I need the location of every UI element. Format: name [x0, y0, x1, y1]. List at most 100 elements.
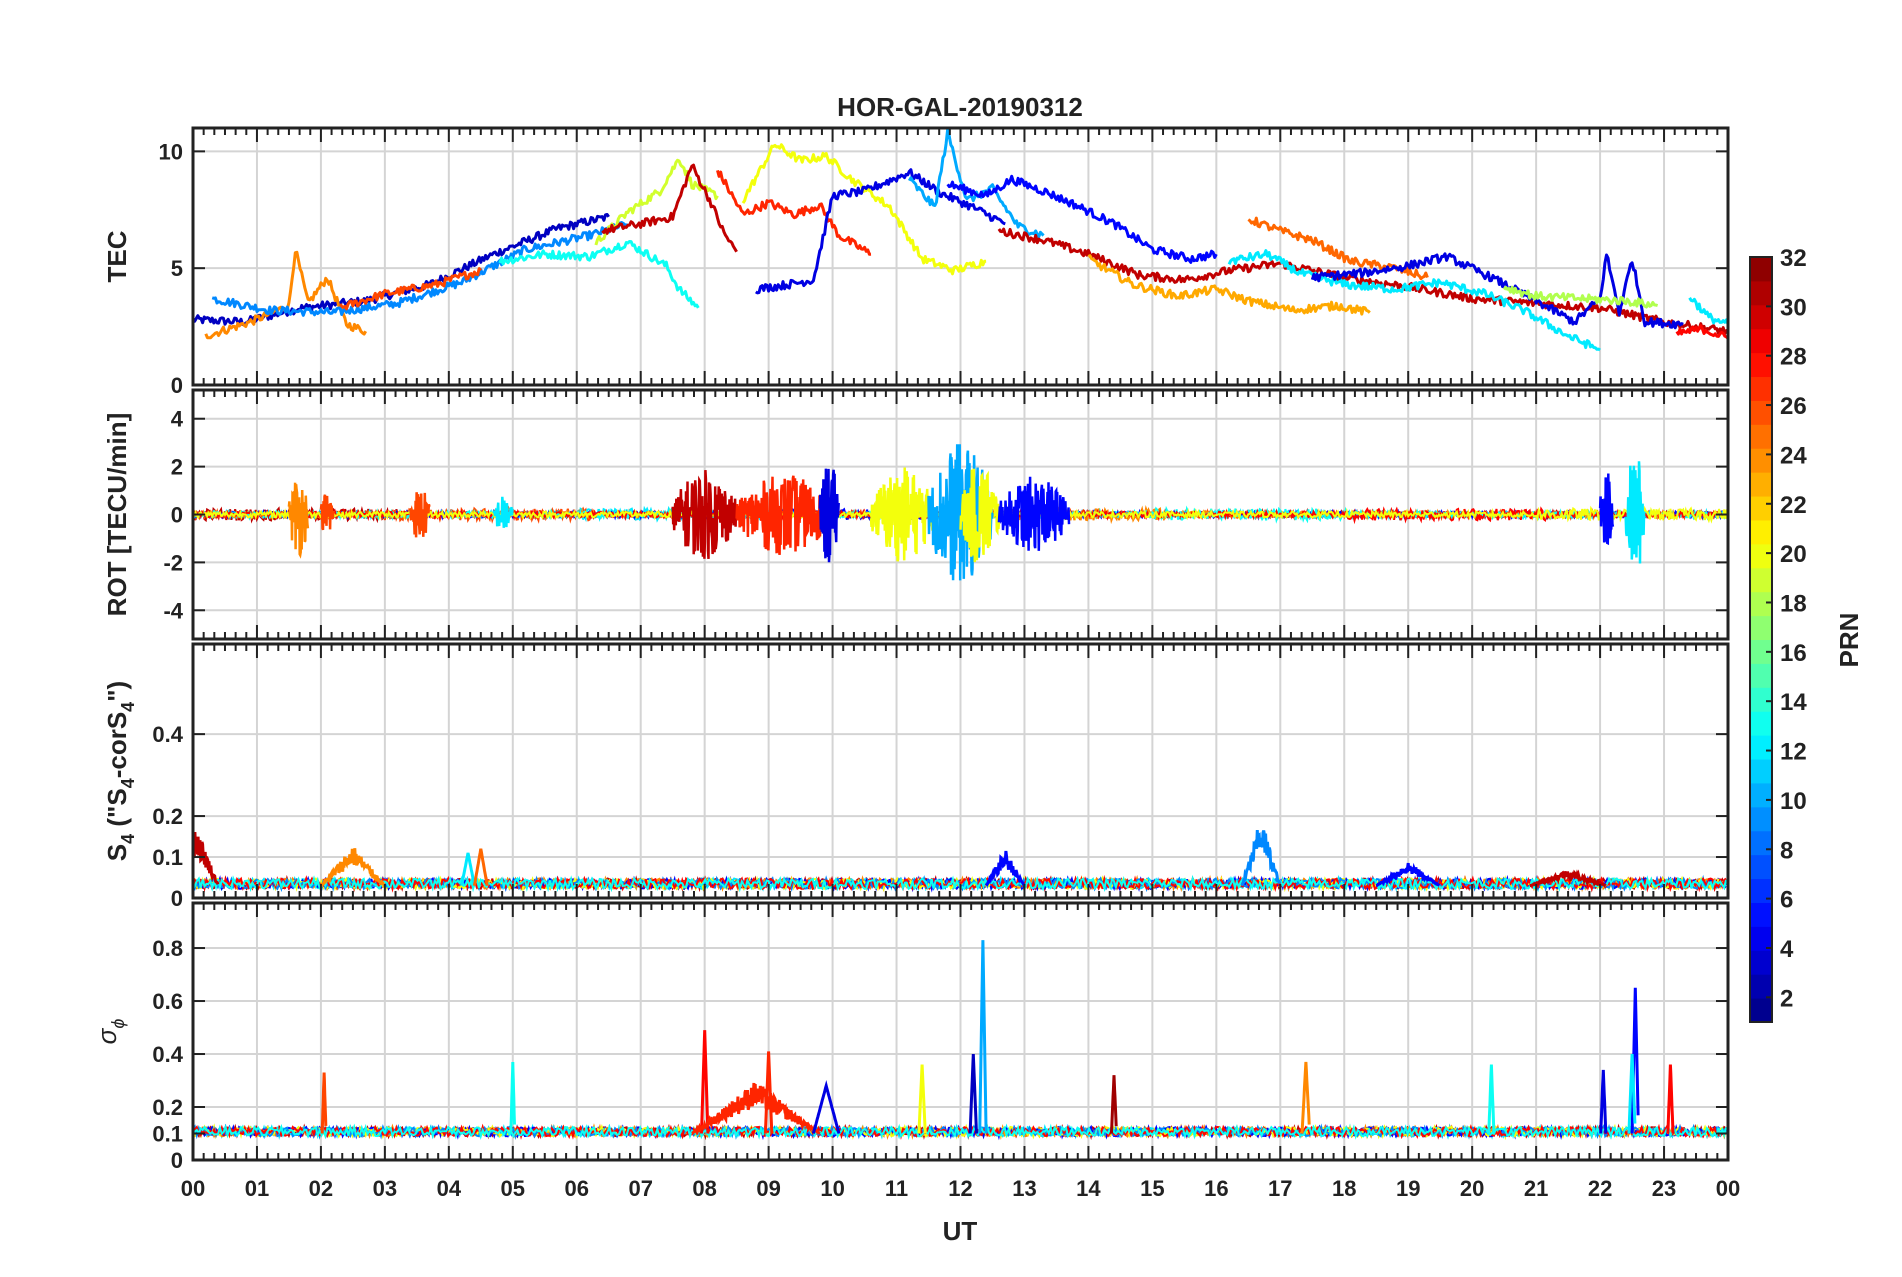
- x-axis-label: UT: [943, 1216, 978, 1246]
- y-tick-label-sigma_phi: 0.8: [152, 936, 183, 961]
- colorbar-tick-label: 6: [1780, 887, 1793, 914]
- s4-peak-prn-12: [460, 852, 476, 887]
- rot-burst-prn-5: [997, 476, 1071, 551]
- colorbar-band: [1750, 376, 1772, 401]
- s4-peak-prn-30: [1529, 869, 1607, 888]
- y-axis-label-part: ("S: [102, 788, 132, 834]
- x-tick-label: 16: [1204, 1176, 1228, 1201]
- x-tick-label: 11: [885, 1176, 908, 1201]
- grid-tec: [192, 128, 1729, 386]
- colorbar-frame: [1749, 256, 1773, 1023]
- y-axis-label-part: σ: [92, 1027, 122, 1044]
- colorbar-tick-label: 12: [1780, 739, 1807, 766]
- chart-title: HOR-GAL-20190312: [837, 92, 1083, 122]
- colorbar-tick-label: 26: [1780, 393, 1807, 420]
- y-axis-label-sigma_phi: σϕ: [92, 1019, 128, 1045]
- sigma_phi-peak-prn-12: [1627, 1053, 1637, 1134]
- sigma_phi-peak-prn-27: [691, 1082, 821, 1136]
- rot-burst-prn-4: [818, 468, 840, 563]
- rot-burst-prn-12: [492, 496, 514, 528]
- colorbar-tick-label: 2: [1780, 985, 1793, 1012]
- x-tick-label: 01: [245, 1176, 269, 1201]
- colorbar-band: [1750, 830, 1772, 856]
- colorbar-tick-label: 8: [1780, 837, 1793, 864]
- x-tick-label: 02: [309, 1176, 333, 1201]
- sigma_phi-peak-prn-26: [320, 1072, 328, 1134]
- traces-rot: [193, 444, 1728, 581]
- y-tick-label-sigma_phi: 0.4: [152, 1042, 183, 1067]
- x-tick-label: 20: [1460, 1176, 1484, 1201]
- panel-sigma_phi: 00.10.2 0.4 0.6 0.8 σϕ: [92, 901, 1730, 1173]
- tec-series-prn-28: [1675, 324, 1728, 340]
- colorbar-band: [1750, 257, 1772, 282]
- tec-series-prn-26: [338, 267, 482, 311]
- x-tick-label: 12: [948, 1176, 972, 1201]
- minor-ticks-tec: [192, 128, 1729, 386]
- colorbar-band: [1750, 304, 1772, 330]
- x-tick-label: 06: [565, 1176, 589, 1201]
- sigma_phi-peak-prn-28: [700, 1030, 710, 1134]
- y-tick-label-tec: 10: [159, 139, 183, 164]
- tec-series-prn-12: [1688, 297, 1728, 325]
- panel-s4: 00.10.20.4S4 ("S4-corS4"): [102, 642, 1730, 911]
- sigma_phi-peak-prn-24: [1300, 1061, 1311, 1134]
- colorbar-band: [1750, 328, 1772, 354]
- s4-peak-prn-5: [984, 850, 1026, 887]
- colorbar-tick-label: 4: [1780, 936, 1794, 963]
- y-tick-label-s4: 0.1: [152, 845, 183, 870]
- sigma_phi-baseline-prn-13: [193, 1123, 1728, 1141]
- x-tick-label: 22: [1588, 1176, 1612, 1201]
- colorbar-band: [1750, 950, 1772, 975]
- tec-series-prn-27: [716, 170, 872, 256]
- tec-series-prn-4: [755, 168, 1006, 295]
- tec-series-prn-20: [741, 143, 987, 276]
- colorbar-band: [1750, 806, 1772, 832]
- colorbar-tick-label: 32: [1780, 245, 1807, 272]
- colorbar-band: [1750, 448, 1772, 473]
- s4-peak-prn-5: [1375, 862, 1441, 888]
- colorbar-band: [1750, 352, 1772, 378]
- x-tick-label: 09: [756, 1176, 780, 1201]
- rot-burst-prn-26: [409, 492, 431, 538]
- y-axis-label-rot: ROT [TECU/min]: [102, 413, 132, 617]
- x-tick-label: 00: [181, 1176, 205, 1201]
- tec-series-prn-4: [1310, 252, 1684, 330]
- x-tick-label: 04: [437, 1176, 462, 1201]
- colorbar-tick-label: 10: [1780, 788, 1807, 815]
- traces-sigma_phi: [193, 940, 1728, 1141]
- y-tick-label-s4: 0.4: [152, 722, 183, 747]
- sigma_phi-peak-prn-20: [917, 1064, 927, 1134]
- colorbar-band: [1750, 974, 1772, 999]
- rot-burst-prn-20: [959, 468, 1001, 563]
- colorbar-band: [1750, 998, 1772, 1023]
- colorbar-band: [1750, 878, 1772, 903]
- colorbar-tick-label: 28: [1780, 344, 1807, 371]
- colorbar-band: [1750, 496, 1772, 521]
- minor-ticks-rot: [192, 390, 1729, 639]
- traces-tec: [193, 128, 1728, 352]
- rot-burst-prn-26: [319, 494, 335, 531]
- y-tick-label-tec: 0: [171, 373, 183, 398]
- sigma_phi-peak-prn-4: [811, 1080, 841, 1134]
- sigma_phi-peak-prn-13: [509, 1061, 516, 1134]
- minor-ticks-s4: [192, 644, 1729, 899]
- x-tick-label: 03: [373, 1176, 397, 1201]
- tec-series-prn-23: [1087, 254, 1371, 316]
- tec-series-prn-12: [1227, 249, 1601, 352]
- traces-s4: [193, 830, 1728, 893]
- rot-burst-prn-12: [1624, 461, 1646, 564]
- grid-s4: [192, 644, 1729, 899]
- y-tick-label-sigma_phi: 0: [171, 1148, 183, 1173]
- tec-series-prn-24: [204, 250, 368, 340]
- minor-ticks-sigma_phi: [192, 903, 1729, 1161]
- sigma_phi-peak-prn-10: [978, 940, 988, 1134]
- y-tick-label-rot: 0: [171, 503, 183, 528]
- y-tick-label-sigma_phi: 0.6: [152, 989, 183, 1014]
- x-tick-label: 13: [1012, 1176, 1036, 1201]
- sigma_phi-peak-prn-13: [1487, 1064, 1496, 1134]
- tec-series-prn-10: [907, 128, 1045, 239]
